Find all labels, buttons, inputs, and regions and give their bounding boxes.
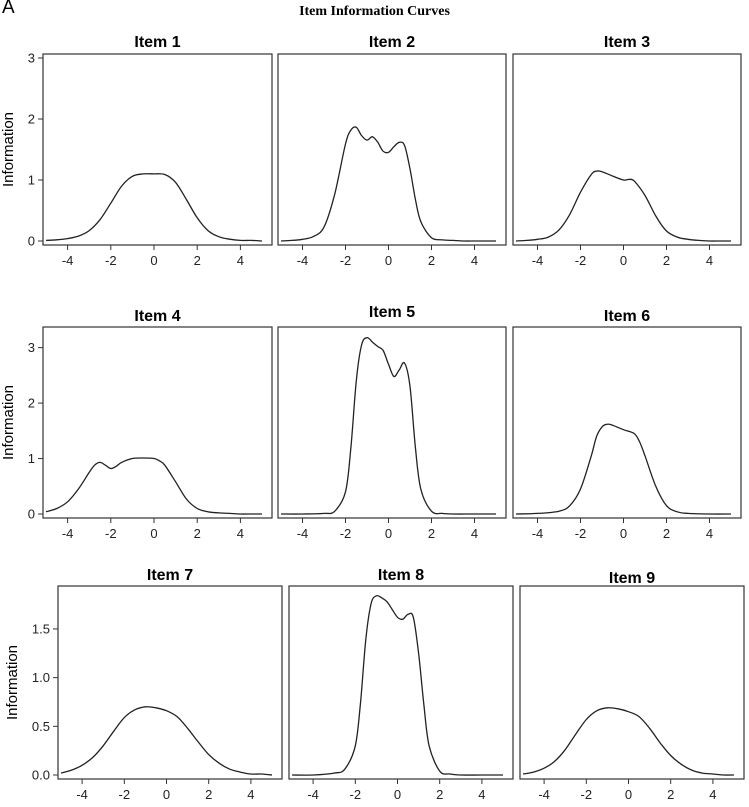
x-tick-label: 4 <box>706 253 713 268</box>
y-tick-label: 0 <box>28 507 35 522</box>
x-tick-label: 2 <box>194 526 201 541</box>
figure-title: Item Information Curves <box>299 4 450 19</box>
x-tick-label: 4 <box>709 787 716 802</box>
x-tick-label: 2 <box>663 526 670 541</box>
panel-label: A <box>2 0 15 18</box>
x-tick-label: -4 <box>538 787 550 802</box>
information-curve <box>291 594 503 776</box>
information-curve <box>60 706 273 776</box>
x-tick-label: 0 <box>620 253 627 268</box>
x-tick-label: -4 <box>297 253 309 268</box>
plot-frame <box>512 53 742 246</box>
plot-frame <box>288 585 514 780</box>
x-tick-label: 2 <box>663 253 670 268</box>
y-tick-label: 1 <box>28 173 35 188</box>
x-tick-label: 0 <box>163 787 170 802</box>
plot-frame <box>42 53 273 246</box>
chart-title: Item 7 <box>147 567 193 584</box>
chart-title: Item 1 <box>134 34 180 51</box>
plot-frame <box>519 585 745 780</box>
x-tick-label: -2 <box>575 526 587 541</box>
panel-item-7: Item 7 -4 -2 0 2 4 0.0 0.5 1.0 1.5 Information <box>4 567 283 802</box>
panel-item-4: Item 4 -4 -2 0 2 4 0 1 2 3 Information <box>0 308 273 541</box>
x-tick-label: -2 <box>340 253 352 268</box>
x-tick-label: -4 <box>532 526 544 541</box>
plot-frame <box>277 326 507 519</box>
panel-item-1: Item 1 -4 -2 0 2 4 0 1 2 3 Information <box>0 34 273 268</box>
information-curve <box>515 423 732 515</box>
x-tick-label: 0 <box>150 253 157 268</box>
x-tick-label: 0 <box>625 787 632 802</box>
chart-title: Item 4 <box>134 308 180 325</box>
x-tick-label: 4 <box>471 253 478 268</box>
x-tick-label: -2 <box>350 787 362 802</box>
x-tick-label: -4 <box>297 526 309 541</box>
x-tick-label: 2 <box>667 787 674 802</box>
y-tick-label: 0.0 <box>32 768 50 783</box>
chart-title: Item 5 <box>369 304 415 321</box>
y-tick-label: 0.5 <box>32 719 50 734</box>
chart-title: Item 8 <box>378 567 424 584</box>
x-tick-label: -2 <box>105 526 117 541</box>
y-tick-label: 1.5 <box>32 621 50 636</box>
chart-title: Item 6 <box>604 308 650 325</box>
x-tick-label: -4 <box>76 787 88 802</box>
x-tick-label: 0 <box>150 526 157 541</box>
information-curve <box>522 707 735 776</box>
x-tick-label: -4 <box>532 253 544 268</box>
chart-title: Item 9 <box>609 570 655 587</box>
x-tick-label: -4 <box>62 526 74 541</box>
panel-item-8: Item 8 -4 -2 0 2 4 <box>288 567 514 802</box>
panel-item-5: Item 5 -4 -2 0 2 4 <box>277 304 507 541</box>
information-curve <box>280 126 496 242</box>
information-curve <box>280 337 496 515</box>
plot-frame <box>42 326 273 519</box>
information-curve <box>45 173 263 242</box>
chart-title: Item 2 <box>369 34 415 51</box>
x-tick-label: -4 <box>62 253 74 268</box>
x-tick-label: 2 <box>428 253 435 268</box>
panel-item-9: Item 9 -4 -2 0 2 4 <box>519 570 745 802</box>
y-axis-label: Information <box>0 385 17 460</box>
panel-item-2: Item 2 -4 -2 0 2 4 <box>277 34 507 268</box>
x-tick-label: 0 <box>385 526 392 541</box>
chart-title: Item 3 <box>604 34 650 51</box>
information-curve <box>45 457 262 515</box>
x-tick-label: 0 <box>620 526 627 541</box>
x-tick-label: 4 <box>471 526 478 541</box>
y-tick-label: 2 <box>28 396 35 411</box>
x-tick-label: 4 <box>478 787 485 802</box>
x-tick-label: -2 <box>105 253 117 268</box>
x-tick-label: -4 <box>307 787 319 802</box>
y-tick-label: 3 <box>28 51 35 66</box>
plot-frame <box>512 326 742 519</box>
x-tick-label: 2 <box>436 787 443 802</box>
x-tick-label: -2 <box>119 787 131 802</box>
x-tick-label: 2 <box>205 787 212 802</box>
information-curve <box>515 170 731 242</box>
x-tick-label: 4 <box>247 787 254 802</box>
y-tick-label: 1 <box>28 451 35 466</box>
x-tick-label: 4 <box>237 253 244 268</box>
panel-item-3: Item 3 -4 -2 0 2 4 <box>512 34 742 268</box>
panel-item-6: Item 6 -4 -2 0 2 4 <box>512 308 742 541</box>
x-tick-label: -2 <box>575 253 587 268</box>
y-tick-label: 1.0 <box>32 670 50 685</box>
x-tick-label: 0 <box>394 787 401 802</box>
plot-frame <box>277 53 507 246</box>
x-tick-label: 4 <box>706 526 713 541</box>
x-tick-label: 4 <box>237 526 244 541</box>
x-tick-label: -2 <box>581 787 593 802</box>
y-tick-label: 3 <box>28 340 35 355</box>
y-tick-label: 2 <box>28 112 35 127</box>
y-axis-label: Information <box>0 112 17 187</box>
plot-frame <box>57 585 283 780</box>
x-tick-label: 2 <box>428 526 435 541</box>
x-tick-label: 2 <box>194 253 201 268</box>
x-tick-label: 0 <box>385 253 392 268</box>
y-axis-label: Information <box>4 645 21 720</box>
x-tick-label: -2 <box>340 526 352 541</box>
y-tick-label: 0 <box>28 234 35 249</box>
